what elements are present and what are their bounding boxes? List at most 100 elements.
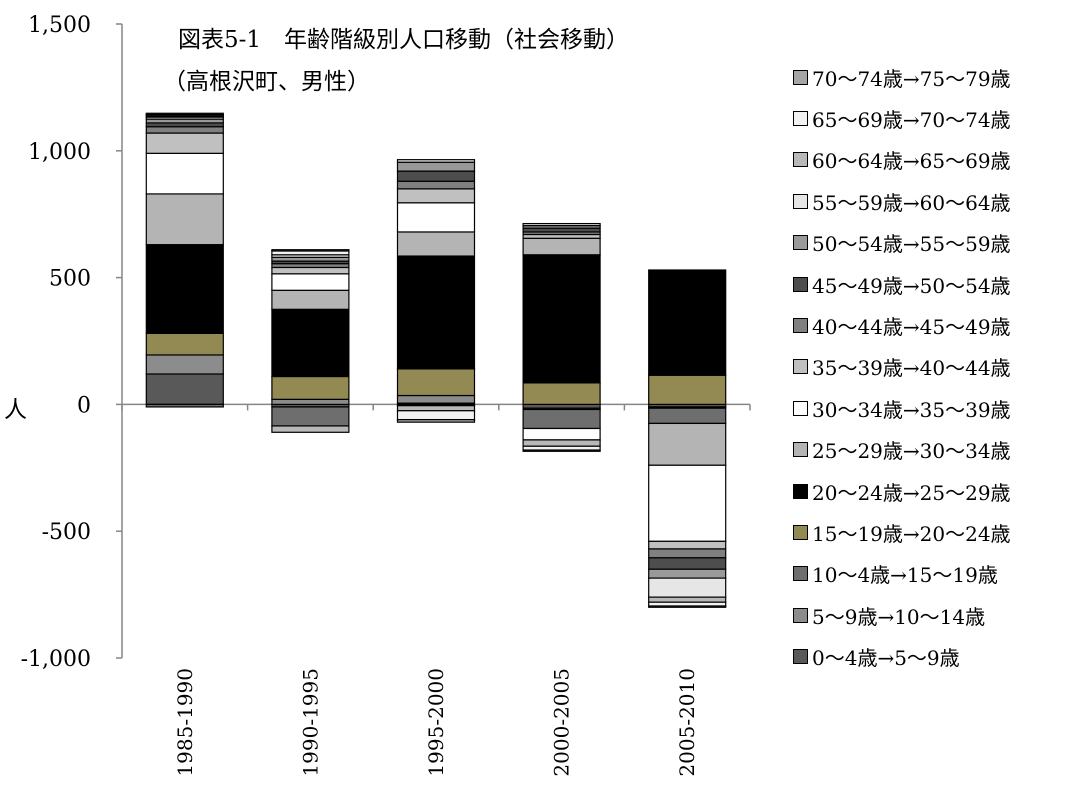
legend-label: 60～64歳→65～69歳 [812, 149, 1011, 174]
bar-segment [396, 231, 476, 257]
bar-segment [648, 540, 727, 550]
y-tick-label: 500 [49, 267, 91, 292]
legend-label: 30～34歳→35～39歳 [812, 397, 1011, 422]
bar-segment [648, 407, 727, 425]
legend-label: 35～39歳→40～44歳 [812, 356, 1011, 381]
bar-segment [396, 202, 476, 233]
legend-swatch [793, 649, 808, 665]
legend-item: 40～44歳→45～49歳 [793, 310, 1011, 340]
legend-label: 55～59歳→60～64歳 [812, 190, 1011, 215]
bar-segment [522, 222, 601, 227]
legend-swatch [793, 317, 808, 333]
y-tick-label: -1,000 [21, 647, 91, 672]
bar-segment [271, 266, 350, 275]
bar-segment [396, 410, 476, 421]
bar-segment [271, 249, 350, 252]
legend-label: 10～4歳→15～19歳 [812, 563, 998, 588]
bar-segment [145, 332, 224, 356]
bar-segment [145, 354, 224, 375]
legend-item: 60～64歳→65～69歳 [793, 145, 1011, 175]
bar-segment [145, 152, 224, 195]
y-tick-label: 1,000 [28, 140, 91, 165]
bar-segment [145, 193, 224, 246]
x-tick-label: 1985-1990 [173, 668, 197, 777]
bar-segment [271, 398, 350, 406]
legend-item: 65～69歳→70～74歳 [793, 103, 1011, 133]
bar-segment [271, 406, 350, 427]
y-tick-label: 0 [77, 393, 91, 418]
y-tick-label: -500 [42, 520, 91, 545]
bar-segment [396, 419, 476, 423]
legend-item: 25～29歳→30～34歳 [793, 435, 1011, 465]
legend-swatch [793, 110, 808, 126]
legend-label: 70～74歳→75～79歳 [812, 66, 1011, 91]
bar-segment [396, 170, 476, 182]
bar-segment [145, 132, 224, 154]
bar-segment [648, 374, 727, 405]
legend-swatch [793, 276, 808, 292]
y-tick-label: 1,500 [28, 13, 91, 38]
legend-item: 20～24歳→25～29歳 [793, 476, 1011, 506]
legend-swatch [793, 483, 808, 499]
bar-segment [648, 464, 727, 542]
legend-swatch [793, 400, 808, 416]
legend-swatch [793, 235, 808, 251]
legend-swatch [793, 152, 808, 168]
legend-swatch [793, 607, 808, 623]
legend-item: 0～4歳→5～9歳 [793, 642, 960, 672]
legend-label: 20～24歳→25～29歳 [812, 480, 1011, 505]
legend-label: 0～4歳→5～9歳 [812, 646, 960, 671]
bar-segment [648, 269, 727, 376]
legend-label: 25～29歳→30～34歳 [812, 439, 1011, 464]
bar-segment [522, 449, 601, 452]
bar-segment [648, 596, 727, 603]
bar-segment [648, 605, 727, 608]
bar-segment [522, 237, 601, 256]
x-tick-label: 1990-1995 [298, 668, 322, 777]
bar-segment [522, 439, 601, 447]
bar-segment [396, 255, 476, 370]
legend-swatch [793, 524, 808, 540]
bar-segment [396, 405, 476, 412]
bar-segment [271, 273, 350, 291]
bar-segment [145, 403, 224, 408]
legend-label: 5～9歳→10～14歳 [812, 604, 986, 629]
legend-swatch [793, 193, 808, 209]
legend-label: 40～44歳→45～49歳 [812, 314, 1011, 339]
bar-segment [396, 161, 476, 172]
legend-item: 5～9歳→10～14歳 [793, 600, 985, 630]
legend-swatch [793, 566, 808, 582]
y-axis-label: 人 [4, 397, 27, 423]
legend-label: 45～49歳→50～54歳 [812, 273, 1011, 298]
legend-item: 70～74歳→75～79歳 [793, 62, 1011, 92]
bar-segment [396, 188, 476, 204]
bar-segment [145, 126, 224, 134]
legend-swatch [793, 442, 808, 458]
bar-segment [271, 308, 350, 378]
bar-segment [145, 112, 224, 116]
bar-segment [522, 427, 601, 441]
legend-item: 55～59歳→60～64歳 [793, 186, 1011, 216]
bar-segment [648, 422, 727, 466]
x-tick-label: 2000-2005 [550, 668, 574, 777]
bar-segment [396, 394, 476, 404]
bar-segment [396, 180, 476, 190]
bar-segment [271, 289, 350, 310]
legend-item: 45～49歳→50～54歳 [793, 269, 1011, 299]
bar-segment [522, 382, 601, 405]
legend-swatch [793, 359, 808, 375]
bar-segment [648, 557, 727, 570]
bar-segment [271, 375, 350, 400]
bar-segment [648, 548, 727, 559]
bar-segment [396, 368, 476, 397]
legend-item: 10～4歳→15～19歳 [793, 559, 998, 589]
x-tick-label: 1995-2000 [424, 668, 448, 777]
legend-swatch [793, 69, 808, 85]
bar-segment [648, 568, 727, 579]
bar-segment [145, 373, 224, 405]
bar-segment [648, 577, 727, 598]
legend-item: 50～54歳→55～59歳 [793, 228, 1011, 258]
legend-label: 15～19歳→20～24歳 [812, 521, 1011, 546]
legend-label: 50～54歳→55～59歳 [812, 232, 1011, 257]
legend-item: 30～34歳→35～39歳 [793, 393, 1011, 423]
